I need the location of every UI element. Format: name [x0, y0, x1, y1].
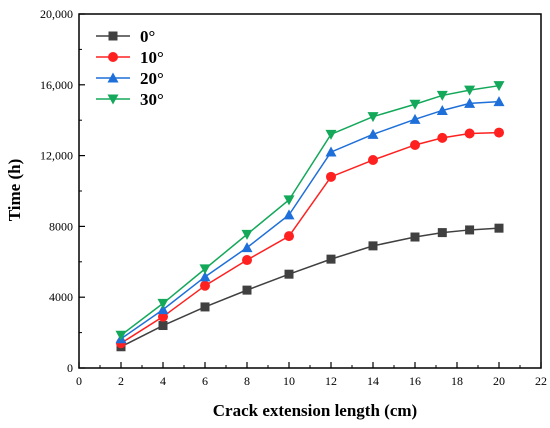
x-tick-label: 4 [160, 374, 166, 388]
data-point [325, 129, 337, 140]
data-point [464, 85, 476, 96]
data-point [367, 112, 379, 123]
data-point [437, 228, 447, 238]
data-point [242, 285, 252, 295]
data-point [241, 242, 253, 253]
x-tick-label: 16 [409, 374, 421, 388]
data-point [108, 52, 118, 62]
data-point [436, 90, 448, 101]
data-point [158, 311, 168, 322]
x-tick-label: 0 [76, 374, 82, 388]
data-point [326, 171, 336, 182]
data-point [437, 132, 448, 143]
data-point [241, 229, 253, 240]
legend-label: 20° [140, 69, 164, 88]
y-tick-label: 8000 [49, 219, 73, 233]
data-point [494, 223, 504, 233]
data-point [284, 231, 294, 242]
data-point [158, 321, 168, 331]
data-point [108, 31, 118, 41]
x-tick-label: 2 [118, 374, 124, 388]
x-tick-label: 22 [535, 374, 547, 388]
data-point [325, 146, 337, 157]
data-point [368, 241, 378, 251]
legend-label: 0° [140, 27, 155, 46]
x-tick-label: 14 [367, 374, 379, 388]
data-point [409, 99, 421, 110]
plot-area: 0 2 4 6 8 10 12 14 16 18 20 22 0 4000 8000 12,000 16,000… [40, 7, 547, 388]
data-point [107, 72, 119, 83]
series-line [120, 131, 500, 344]
x-tick-label: 18 [451, 374, 463, 388]
data-point [465, 225, 475, 235]
data-point [157, 298, 169, 309]
x-tick-label: 6 [202, 374, 208, 388]
y-axis-title: Time (h) [5, 159, 24, 222]
data-point [409, 113, 421, 124]
data-point [242, 255, 252, 266]
y-tick-label: 4000 [49, 290, 73, 304]
data-point [107, 94, 119, 105]
y-tick-label: 20,000 [40, 7, 73, 21]
x-tick-label: 12 [325, 374, 337, 388]
data-point [115, 330, 127, 341]
data-point [283, 195, 295, 206]
data-point [493, 96, 505, 107]
y-tick-label: 12,000 [40, 149, 73, 163]
data-point [157, 304, 169, 315]
data-point [494, 127, 504, 138]
data-point [464, 128, 475, 139]
series-line [120, 227, 500, 348]
data-point [410, 232, 420, 242]
data-point [200, 280, 210, 291]
x-tick-label: 10 [283, 374, 295, 388]
data-point [368, 155, 378, 166]
data-point [410, 139, 420, 150]
x-tick-label: 20 [493, 374, 505, 388]
data-point [199, 264, 211, 275]
legend-label: 30° [140, 90, 164, 109]
x-tick-label: 8 [244, 374, 250, 388]
y-tick-label: 0 [67, 361, 73, 375]
y-tick-label: 16,000 [40, 78, 73, 92]
data-point [284, 269, 294, 279]
x-axis-title: Crack extension length (cm) [213, 401, 417, 420]
legend-label: 10° [140, 48, 164, 67]
data-point [326, 254, 336, 264]
data-point [367, 128, 379, 139]
data-point [436, 104, 448, 115]
data-point [200, 302, 210, 312]
data-point [464, 97, 476, 108]
data-point [199, 271, 211, 282]
data-point [283, 209, 295, 220]
data-point [493, 81, 505, 92]
